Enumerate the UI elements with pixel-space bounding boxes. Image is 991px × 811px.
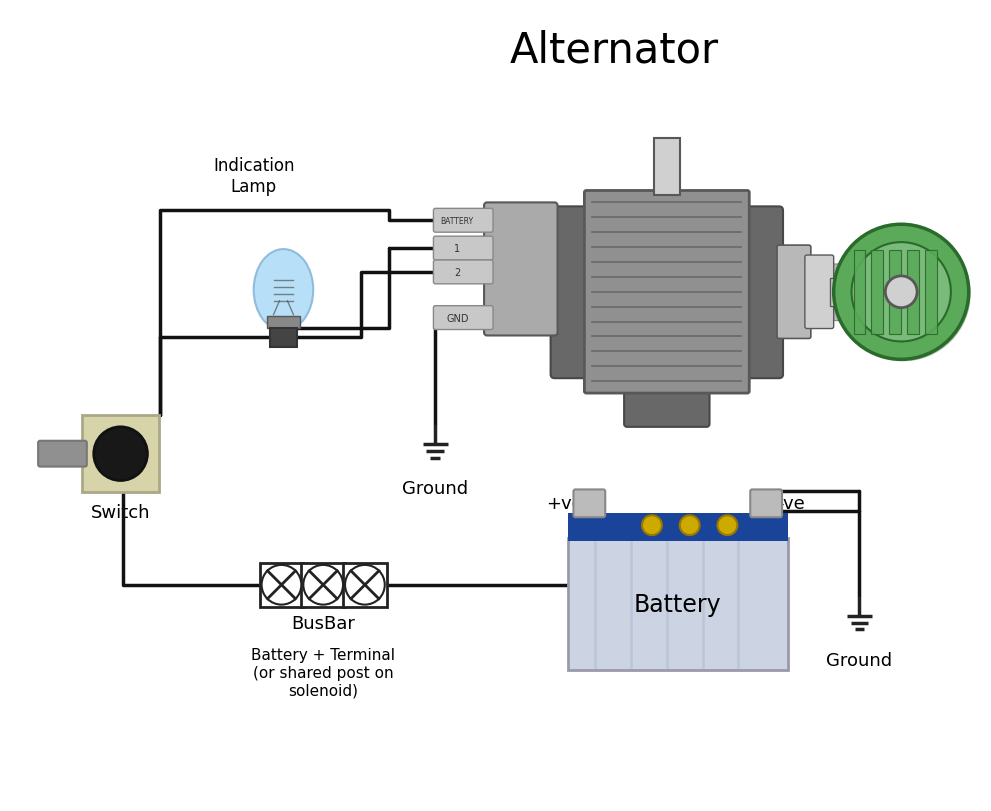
FancyBboxPatch shape (830, 280, 864, 291)
Text: Battery + Terminal
(or shared post on
solenoid): Battery + Terminal (or shared post on so… (251, 647, 395, 697)
Circle shape (717, 516, 737, 535)
Circle shape (680, 516, 700, 535)
Bar (82, 415, 160, 493)
FancyBboxPatch shape (433, 307, 493, 330)
Bar (907, 251, 919, 335)
Circle shape (303, 565, 343, 605)
FancyBboxPatch shape (433, 209, 493, 233)
FancyBboxPatch shape (830, 294, 864, 307)
Circle shape (851, 242, 950, 342)
Bar (343, 563, 386, 607)
Text: Ground: Ground (402, 480, 469, 498)
Bar (871, 251, 883, 335)
Bar (889, 251, 901, 335)
Ellipse shape (254, 250, 313, 331)
Text: Switch: Switch (91, 504, 151, 521)
FancyBboxPatch shape (777, 246, 811, 339)
Bar (260, 563, 303, 607)
FancyBboxPatch shape (830, 264, 864, 277)
FancyBboxPatch shape (433, 260, 493, 285)
Text: Indication
Lamp: Indication Lamp (213, 157, 294, 195)
Circle shape (94, 427, 148, 481)
Text: +ve: +ve (546, 495, 583, 513)
Bar (270, 328, 297, 348)
Bar (853, 251, 865, 335)
Text: 1: 1 (454, 244, 461, 254)
Circle shape (642, 516, 662, 535)
FancyBboxPatch shape (740, 207, 783, 379)
Circle shape (835, 227, 971, 362)
Bar (654, 139, 680, 196)
Circle shape (885, 277, 917, 308)
Bar (829, 278, 864, 307)
Circle shape (262, 565, 301, 605)
Bar (568, 513, 788, 542)
FancyBboxPatch shape (830, 309, 864, 321)
FancyBboxPatch shape (805, 255, 833, 329)
FancyBboxPatch shape (585, 191, 749, 393)
Bar (568, 539, 788, 671)
Text: 2: 2 (454, 268, 461, 277)
Bar (301, 563, 345, 607)
Text: GND: GND (446, 313, 469, 324)
Bar (925, 251, 936, 335)
Circle shape (833, 225, 969, 360)
Text: Battery: Battery (634, 592, 721, 616)
Text: BATTERY: BATTERY (441, 217, 474, 225)
FancyBboxPatch shape (38, 441, 87, 467)
FancyBboxPatch shape (551, 207, 594, 379)
Text: Alternator: Alternator (509, 29, 718, 71)
FancyBboxPatch shape (433, 237, 493, 260)
Text: -ve: -ve (777, 495, 805, 513)
Text: Ground: Ground (826, 651, 893, 669)
FancyBboxPatch shape (750, 490, 782, 517)
Text: BusBar: BusBar (291, 614, 355, 632)
Bar (267, 316, 300, 328)
FancyBboxPatch shape (484, 203, 558, 336)
FancyBboxPatch shape (624, 384, 710, 427)
Circle shape (345, 565, 385, 605)
FancyBboxPatch shape (574, 490, 606, 517)
